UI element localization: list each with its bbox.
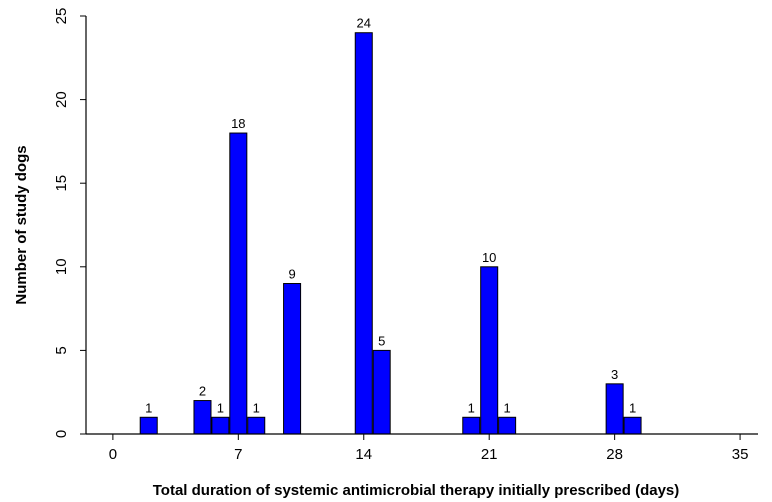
bar-8-days [247, 416, 266, 435]
x-axis-ticks: 0 7 14 21 28 35 [109, 434, 749, 463]
data-label-15-days: 5 [378, 333, 385, 348]
x-tick-label: 7 [234, 446, 242, 463]
bar-2-days [139, 416, 158, 435]
data-label-5-days: 2 [199, 384, 206, 399]
bar-14-days [354, 32, 373, 435]
data-label-7-days: 18 [231, 116, 245, 131]
bars [139, 32, 642, 435]
data-label-10-days: 9 [288, 267, 295, 282]
bar-28-days [605, 383, 624, 435]
y-tick-label: 5 [53, 346, 70, 354]
y-axis-ticks: 0 5 10 15 20 25 [53, 8, 86, 438]
x-tick-label: 14 [355, 446, 372, 463]
bar-20-days [462, 416, 481, 435]
data-label-29-days: 1 [629, 400, 636, 415]
bar-29-days [623, 416, 642, 435]
data-label-6-days: 1 [217, 400, 224, 415]
data-label-8-days: 1 [253, 400, 260, 415]
y-tick-label: 10 [53, 258, 70, 275]
y-tick-label: 25 [53, 8, 70, 25]
y-tick-label: 20 [53, 91, 70, 108]
data-label-14-days: 24 [357, 16, 371, 31]
x-axis-title: Total duration of systemic antimicrobial… [153, 482, 680, 499]
bar-6-days [211, 416, 230, 435]
data-label-22-days: 1 [504, 400, 511, 415]
y-axis-title: Number of study dogs [13, 145, 30, 304]
data-label-28-days: 3 [611, 367, 618, 382]
x-tick-label: 35 [732, 446, 749, 463]
bar-21-days [480, 266, 499, 435]
x-tick-label: 28 [606, 446, 623, 463]
bar-5-days [193, 400, 212, 435]
y-tick-label: 15 [53, 175, 70, 192]
bar-15-days [372, 349, 391, 435]
data-label-2-days: 1 [145, 400, 152, 415]
y-tick-label: 0 [53, 430, 70, 438]
bar-10-days [283, 283, 302, 435]
x-tick-label: 21 [481, 446, 498, 463]
bar-7-days [229, 132, 248, 435]
data-label-21-days: 10 [482, 250, 496, 265]
bar-22-days [498, 416, 517, 435]
x-tick-label: 0 [109, 446, 117, 463]
data-label-20-days: 1 [468, 400, 475, 415]
